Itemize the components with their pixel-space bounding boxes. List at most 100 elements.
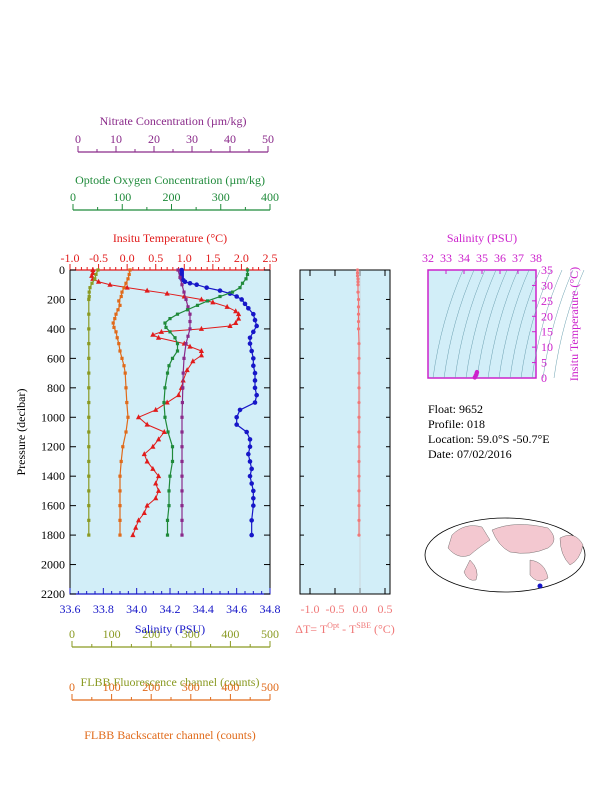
salinity-tick-label: 34.4 — [193, 602, 214, 616]
oxygen-point — [175, 349, 180, 353]
backscatter-point — [122, 286, 126, 290]
backscatter-point — [124, 386, 128, 390]
temperature-point — [161, 429, 167, 434]
delta-t-point — [356, 283, 360, 287]
oxygen-point — [170, 445, 175, 449]
profile-number: Profile: 018 — [428, 417, 485, 431]
pressure-tick-label: 2000 — [41, 558, 65, 572]
salinity-point — [234, 422, 239, 427]
temperature-point — [235, 315, 242, 321]
fluorescence-point — [87, 459, 91, 464]
ts-density-contour — [443, 269, 475, 379]
delta-t-point — [356, 305, 361, 309]
nitrate-point — [180, 415, 184, 419]
fluorescence-point — [87, 356, 91, 360]
nitrate-point — [188, 319, 192, 324]
delta-t-point — [356, 280, 360, 284]
temperature-point — [124, 284, 130, 290]
float-location-marker — [537, 583, 543, 589]
temperature-point — [227, 322, 233, 328]
fluorescence-point — [87, 327, 91, 331]
oxygen-point — [230, 290, 235, 294]
pressure-tick-label: 1200 — [41, 440, 65, 454]
map-land-5 — [529, 559, 549, 582]
nitrate-point — [180, 445, 184, 449]
fluorescence-tick-label: 400 — [221, 627, 239, 641]
pressure-tick-label: 1600 — [41, 499, 65, 513]
temperature-point — [141, 451, 147, 457]
backscatter-point — [114, 330, 118, 334]
temperature-point — [235, 311, 242, 317]
temperature-point — [144, 458, 150, 464]
backscatter-point — [118, 518, 122, 522]
oxygen-point — [240, 281, 245, 285]
oxygen-point — [170, 459, 175, 464]
backscatter-point — [114, 312, 118, 316]
ts-diagram-panel — [427, 269, 537, 379]
ts-density-contour — [553, 269, 585, 379]
delta-t-point — [356, 290, 360, 294]
oxygen-point — [173, 336, 177, 340]
temperature-point — [164, 399, 170, 405]
date: Date: 07/02/2016 — [428, 447, 512, 461]
ts-temperature-tick-label: 15 — [541, 325, 553, 339]
oxygen-point — [238, 286, 242, 290]
salinity-point — [254, 323, 259, 329]
temperature-point — [133, 524, 139, 530]
temperature-point — [150, 443, 156, 449]
nitrate-point — [186, 334, 190, 338]
oxygen-tick-label: 400 — [261, 190, 279, 204]
ts-salinity-tick-label: 35 — [476, 251, 488, 265]
backscatter-point — [120, 356, 124, 360]
backscatter-point — [119, 459, 123, 464]
oxygen-axis-label: Optode Oxygen Concentration (µm/kg) — [75, 173, 265, 187]
backscatter-point — [121, 445, 125, 449]
oxygen-point — [195, 303, 200, 307]
temperature-point — [153, 406, 159, 412]
fluorescence-axis-label: FLBB Fluorescence channel (counts) — [81, 675, 260, 689]
ts-density-contour — [509, 269, 541, 379]
salinity-point — [239, 297, 244, 302]
temperature-point — [198, 348, 205, 353]
fluorescence-point — [87, 489, 91, 493]
delta-t-point — [357, 489, 361, 493]
ts-salinity-tick-label: 36 — [494, 251, 506, 265]
salinity-point — [244, 429, 249, 435]
oxygen-point — [163, 321, 167, 325]
temperature-point — [144, 421, 150, 427]
nitrate-tick-label: 0 — [75, 132, 81, 146]
temperature-point — [164, 290, 170, 296]
pressure-tick-label: 200 — [47, 292, 65, 306]
oxygen-point — [163, 386, 167, 390]
salinity-point — [246, 305, 251, 311]
oxygen-point — [163, 415, 167, 419]
temperature-point — [144, 502, 150, 508]
map-land-4 — [559, 535, 584, 566]
salinity-point — [251, 311, 256, 317]
fluorescence-point — [87, 474, 91, 478]
salinity-point — [251, 329, 256, 335]
ts-density-contours — [432, 269, 585, 379]
delta-t-point — [356, 277, 360, 281]
temperature-point — [153, 495, 159, 501]
fluorescence-point — [87, 312, 91, 316]
temperature-point — [90, 267, 96, 272]
float-info: Float: 9652 Profile: 018 Location: 59.0°… — [428, 402, 550, 462]
fluorescence-tick-label: 300 — [182, 627, 200, 641]
salinity-point — [247, 473, 253, 479]
nitrate-tick-label: 40 — [224, 132, 236, 146]
pressure-tick-label: 800 — [47, 381, 65, 395]
delta-t-point — [357, 474, 361, 478]
temperature-point — [135, 414, 142, 420]
delta-t-tick-label: 0.0 — [353, 602, 368, 616]
fluorescence-tick-label: 500 — [261, 627, 279, 641]
pressure-tick-label: 1400 — [41, 469, 65, 483]
salinity-point — [246, 451, 251, 457]
fluorescence-point — [88, 286, 92, 290]
ts-temperature-tick-label: 25 — [541, 294, 553, 308]
nitrate-point — [184, 342, 188, 346]
backscatter-tick-label: 300 — [182, 680, 200, 694]
backscatter-point — [128, 268, 132, 272]
salinity-point — [252, 400, 258, 405]
ts-salinity-axis-label: Salinity (PSU) — [447, 231, 517, 245]
